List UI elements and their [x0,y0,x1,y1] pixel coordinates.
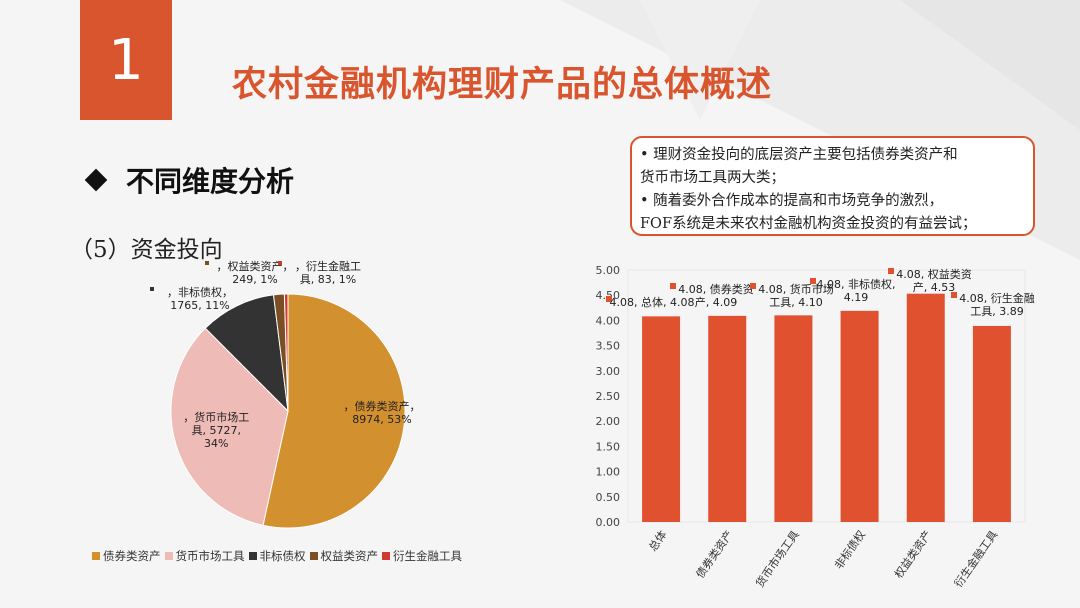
legend-label: 权益类资产 [320,549,379,563]
legend-label: 货币市场工具 [175,549,245,563]
note-box: • 理财资金投向的底层资产主要包括债券类资产和 货币市场工具两大类； • 随着委… [630,136,1035,236]
legend-label: 衍生金融工具 [393,549,462,563]
legend-label: 债券类资产 [103,549,161,563]
slide-title: 农村金融机构理财产品的总体概述 [232,65,773,105]
legend-swatch [248,552,257,560]
legend-swatch [164,552,173,560]
legend-item: 债券类资产 [92,548,161,564]
legend-item: 货币市场工具 [164,548,245,564]
note-line: 货币市场工具两大类； [640,170,785,186]
slide-number: 1 [108,28,144,93]
subsection-heading: （5）资金投向 [70,237,223,263]
section-heading: 不同维度分析 [84,160,295,200]
diamond-bullet-icon [84,168,108,192]
legend-label: 非标债权 [259,549,306,563]
section-label: 不同维度分析 [126,165,295,198]
pie-legend: 债券类资产 货币市场工具 非标债权 权益类资产 衍生金融工具 [92,548,466,564]
legend-swatch [382,552,390,560]
note-line: • 随着委外合作成本的提高和市场竞争的激烈， [640,193,944,209]
note-line: • 理财资金投向的底层资产主要包括债券类资产和 [640,147,958,163]
slide-number-box: 1 [80,0,172,120]
legend-item: 衍生金融工具 [382,548,462,564]
legend-swatch [92,552,100,560]
legend-swatch [309,552,318,560]
legend-item: 非标债权 [248,548,306,564]
legend-item: 权益类资产 [309,548,379,564]
note-line: FOF系统是未来农村金融机构资金投资的有益尝试； [640,216,977,232]
